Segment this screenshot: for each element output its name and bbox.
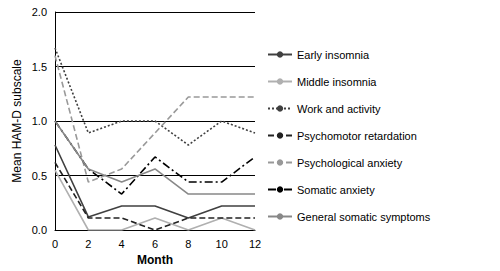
svg-text:Work and activity: Work and activity [297, 103, 381, 115]
svg-text:Somatic anxiety: Somatic anxiety [297, 184, 375, 196]
svg-text:Psychological anxiety: Psychological anxiety [297, 157, 403, 169]
svg-text:10: 10 [216, 238, 228, 250]
svg-text:1.0: 1.0 [32, 115, 47, 127]
svg-text:0.0: 0.0 [32, 224, 47, 236]
svg-text:0: 0 [52, 238, 58, 250]
svg-text:Mean HAM-D subscale: Mean HAM-D subscale [10, 59, 24, 183]
svg-text:General somatic symptoms: General somatic symptoms [297, 211, 431, 223]
svg-text:8: 8 [185, 238, 191, 250]
svg-text:12: 12 [249, 238, 261, 250]
svg-text:2.0: 2.0 [32, 6, 47, 18]
svg-text:2: 2 [85, 238, 91, 250]
svg-text:0.5: 0.5 [32, 170, 47, 182]
svg-text:Month: Month [137, 253, 173, 267]
svg-text:6: 6 [152, 238, 158, 250]
svg-text:Middle insomnia: Middle insomnia [297, 76, 377, 88]
svg-text:Early insomnia: Early insomnia [297, 49, 370, 61]
svg-text:Psychomotor retardation: Psychomotor retardation [297, 130, 417, 142]
svg-text:1.5: 1.5 [32, 61, 47, 73]
svg-text:4: 4 [119, 238, 125, 250]
